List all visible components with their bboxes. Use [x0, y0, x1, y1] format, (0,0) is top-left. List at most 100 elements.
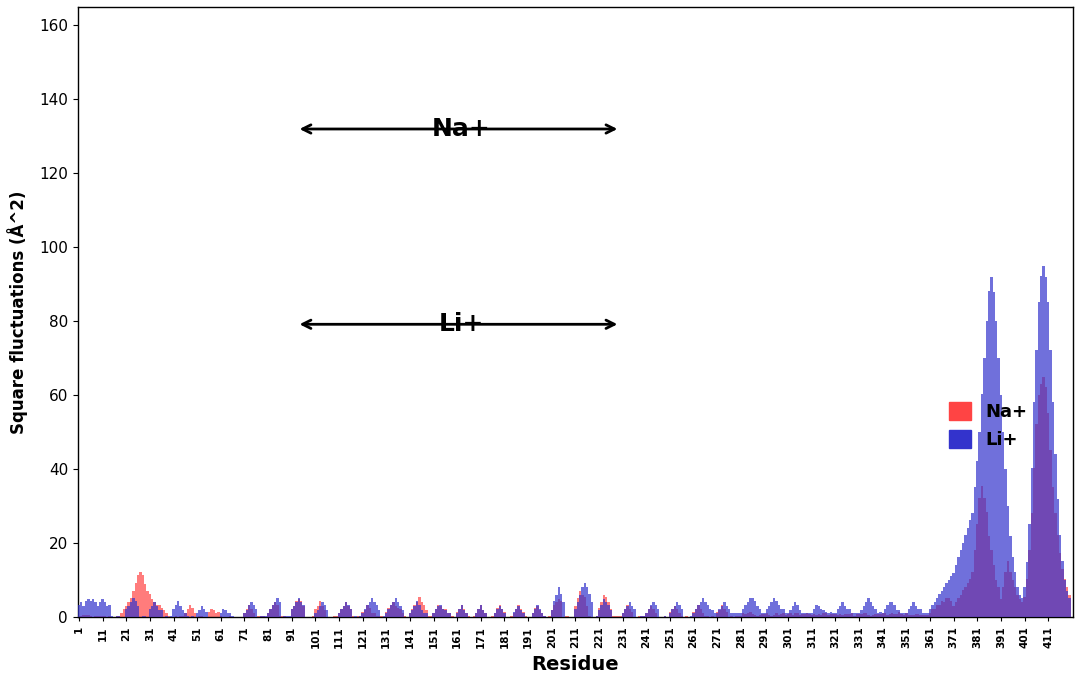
Bar: [899, 612, 901, 617]
Bar: [503, 613, 505, 617]
Bar: [846, 614, 849, 617]
Bar: [411, 609, 414, 617]
Bar: [837, 609, 839, 617]
Bar: [94, 616, 97, 617]
Bar: [957, 598, 959, 617]
Bar: [591, 602, 593, 617]
Bar: [378, 616, 380, 617]
Bar: [1042, 266, 1044, 617]
Bar: [789, 609, 792, 617]
Bar: [971, 513, 974, 617]
Bar: [267, 614, 269, 617]
Bar: [291, 609, 293, 617]
Bar: [359, 616, 362, 617]
Bar: [820, 615, 823, 617]
Bar: [262, 616, 265, 617]
Bar: [939, 605, 941, 617]
Bar: [348, 605, 350, 617]
Bar: [1030, 469, 1032, 617]
Bar: [732, 613, 735, 617]
Bar: [1038, 302, 1040, 617]
Bar: [408, 613, 411, 617]
Bar: [837, 615, 839, 617]
Bar: [924, 614, 927, 617]
Bar: [718, 609, 720, 617]
Bar: [1047, 413, 1050, 617]
Bar: [1054, 454, 1056, 617]
Bar: [175, 616, 177, 617]
Bar: [288, 616, 291, 617]
Bar: [990, 276, 993, 617]
Bar: [517, 605, 519, 617]
Bar: [799, 609, 801, 617]
Bar: [851, 613, 853, 617]
Bar: [945, 583, 948, 617]
Bar: [621, 613, 624, 617]
Bar: [298, 599, 300, 617]
Bar: [887, 615, 889, 617]
Bar: [796, 614, 799, 617]
Bar: [116, 616, 118, 617]
Bar: [400, 609, 402, 617]
Bar: [1009, 572, 1012, 617]
Bar: [501, 609, 503, 617]
Bar: [1068, 598, 1070, 617]
Bar: [744, 614, 746, 617]
Bar: [338, 613, 340, 617]
Bar: [815, 605, 818, 617]
Bar: [967, 584, 969, 617]
Bar: [1016, 587, 1018, 617]
Bar: [577, 599, 579, 617]
Bar: [598, 609, 600, 617]
Bar: [181, 609, 185, 617]
Bar: [201, 606, 203, 617]
Bar: [144, 616, 146, 617]
Bar: [955, 602, 957, 617]
Bar: [426, 609, 428, 617]
Bar: [279, 602, 281, 617]
Bar: [967, 528, 969, 617]
Bar: [603, 599, 605, 617]
Bar: [106, 605, 108, 617]
Bar: [818, 605, 820, 617]
Bar: [664, 616, 666, 617]
Bar: [702, 614, 704, 617]
Bar: [141, 616, 144, 617]
Bar: [300, 601, 302, 617]
Bar: [650, 605, 652, 617]
Bar: [519, 609, 523, 617]
Bar: [706, 616, 708, 617]
Bar: [137, 605, 139, 617]
Bar: [440, 605, 442, 617]
Bar: [603, 595, 605, 617]
Bar: [475, 613, 477, 617]
Bar: [108, 605, 111, 617]
Bar: [1062, 569, 1064, 617]
Bar: [376, 605, 378, 617]
Bar: [941, 591, 943, 617]
Bar: [300, 601, 302, 617]
Bar: [782, 609, 785, 617]
Bar: [423, 605, 426, 617]
Bar: [211, 609, 213, 617]
Bar: [621, 613, 624, 617]
Bar: [832, 614, 834, 617]
Bar: [945, 599, 948, 617]
Bar: [430, 616, 432, 617]
Bar: [1052, 486, 1054, 617]
Bar: [553, 605, 555, 617]
Bar: [316, 609, 319, 617]
Bar: [724, 601, 726, 617]
Bar: [629, 609, 631, 617]
Bar: [583, 597, 586, 617]
Bar: [321, 606, 324, 617]
Bar: [158, 609, 161, 617]
Bar: [726, 612, 728, 617]
Bar: [420, 609, 423, 617]
Bar: [163, 609, 165, 617]
Bar: [823, 613, 825, 617]
Bar: [336, 616, 338, 617]
Bar: [494, 613, 496, 617]
Bar: [185, 612, 187, 617]
Bar: [125, 606, 127, 617]
